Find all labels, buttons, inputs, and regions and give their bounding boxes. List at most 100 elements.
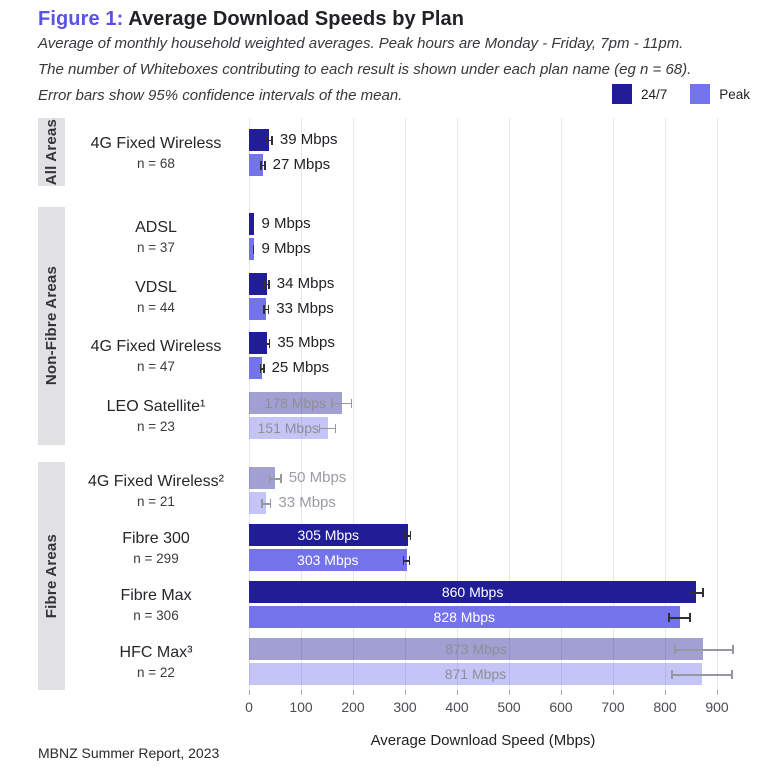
gridline-300 (405, 118, 406, 690)
plan-label-1-3: LEO Satellite¹ n = 23 (68, 386, 244, 446)
bar-value-label: 305 Mbps (297, 527, 360, 543)
plan-name: Fibre 300 (122, 530, 190, 547)
bar-247-4g-fixed-wireless (249, 128, 270, 151)
plan-sample-size: n = 47 (137, 359, 175, 375)
plan-label-0-0: 4G Fixed Wireless n = 68 (68, 118, 244, 186)
error-bar (268, 474, 282, 484)
bar-Peak-adsl (249, 238, 254, 261)
legend-label-peak: Peak (719, 86, 751, 102)
error-bar-cap (268, 339, 271, 349)
error-bar (261, 499, 272, 509)
error-bar (263, 304, 270, 314)
bar-value-label: 34 Mbps (276, 274, 335, 292)
bar-value-label: 828 Mbps (433, 609, 496, 625)
legend-swatch-247 (612, 84, 632, 104)
plan-name: 4G Fixed Wireless² (87, 473, 225, 490)
error-bar-cap (408, 556, 411, 566)
bar-value-label: 35 Mbps (277, 334, 335, 352)
error-bar (318, 423, 337, 433)
plan-sample-size: n = 23 (137, 418, 175, 434)
plan-name: 4G Fixed Wireless (90, 338, 222, 356)
plan-name: HFC Max³ (119, 644, 193, 661)
error-bar (260, 160, 266, 170)
error-bar (252, 245, 255, 255)
error-bar-cap (264, 339, 267, 349)
bar-247-hfc-max- (249, 638, 703, 660)
plan-label-2-1: Fibre 300 n = 299 (68, 519, 244, 576)
plan-sample-size: n = 299 (133, 551, 179, 566)
error-bar-cap (731, 670, 733, 680)
group-band-1: Non-Fibre Areas (38, 207, 65, 445)
error-bar-cap (732, 645, 734, 655)
x-tick-label-500: 500 (497, 699, 521, 715)
error-bar (674, 645, 734, 655)
error-bar (252, 220, 255, 230)
x-tickmark-700 (613, 690, 614, 695)
bar-247-vdsl (249, 272, 267, 295)
plan-name: Fibre Max (120, 587, 192, 604)
x-tickmark-100 (301, 690, 302, 695)
x-tickmark-600 (561, 690, 562, 695)
figure-title-text: Average Download Speeds by Plan (128, 8, 465, 30)
x-tick-label-900: 900 (705, 699, 729, 715)
plan-sample-size: n = 306 (133, 608, 179, 623)
plan-label-1-1: VDSL n = 44 (68, 267, 244, 327)
error-bar (259, 364, 265, 374)
x-tick-label-700: 700 (601, 699, 625, 715)
gridline-900 (717, 118, 718, 690)
x-tick-label-800: 800 (653, 699, 677, 715)
error-bar-cap (260, 160, 262, 170)
plan-name: ADSL (135, 219, 177, 237)
error-bar-cap (350, 398, 353, 408)
bar-Peak-fibre-300 (249, 549, 407, 571)
bar-value-label: 9 Mbps (261, 215, 311, 233)
error-bar-cap (263, 304, 265, 314)
bar-value-label: 303 Mbps (297, 552, 359, 568)
error-bar-cap (259, 364, 262, 374)
subtitle-line-1: Average of monthly household weighted av… (38, 35, 684, 52)
group-label: Fibre Areas (43, 533, 60, 619)
error-bar-cap (264, 279, 266, 289)
error-bar (671, 670, 733, 680)
gridline-200 (353, 118, 354, 690)
x-tick-label-200: 200 (341, 699, 365, 715)
gridline-700 (613, 118, 614, 690)
bar-247-fibre-max (249, 581, 697, 603)
subtitle-line-2: The number of Whiteboxes contributing to… (38, 61, 692, 78)
error-bar-cap (269, 499, 272, 509)
bar-247-adsl (249, 213, 254, 236)
error-bar (331, 398, 353, 408)
error-bar-cap (409, 531, 412, 541)
bar-value-label: 33 Mbps (278, 494, 336, 511)
bar-Peak-vdsl (249, 297, 267, 320)
error-bar-cap (668, 613, 670, 623)
x-tickmark-200 (353, 690, 354, 695)
gridline-800 (665, 118, 666, 690)
error-bar-cap (671, 670, 673, 680)
x-tickmark-900 (717, 690, 718, 695)
error-bar-cap (702, 588, 704, 598)
bar-value-label: 873 Mbps (445, 641, 507, 657)
plan-sample-size: n = 37 (137, 240, 175, 256)
error-bar-cap (268, 474, 271, 484)
error-bar-cap (689, 613, 691, 623)
error-bar-cap (402, 556, 405, 566)
error-bar-cap (280, 474, 282, 484)
bar-value-label: 39 Mbps (279, 130, 338, 148)
bar-value-label: 25 Mbps (271, 359, 330, 377)
plan-label-1-2: 4G Fixed Wireless n = 47 (68, 326, 244, 386)
plan-label-1-0: ADSL n = 37 (68, 207, 244, 267)
error-bar-cap (252, 245, 255, 255)
plan-label-2-2: Fibre Max n = 306 (68, 576, 244, 633)
bar-Peak-4g-fixed-wireless (249, 357, 262, 380)
x-tick-label-100: 100 (289, 699, 313, 715)
gridline-600 (561, 118, 562, 690)
x-tick-label-400: 400 (445, 699, 469, 715)
x-tickmark-500 (509, 690, 510, 695)
bar-value-label: 50 Mbps (288, 469, 347, 486)
bar-247-fibre-300 (249, 524, 408, 546)
source-note: MBNZ Summer Report, 2023 (38, 745, 220, 761)
group-label: All Areas (43, 118, 60, 186)
plan-label-2-0: 4G Fixed Wireless² n = 21 (68, 462, 244, 519)
plan-name: VDSL (135, 278, 177, 296)
